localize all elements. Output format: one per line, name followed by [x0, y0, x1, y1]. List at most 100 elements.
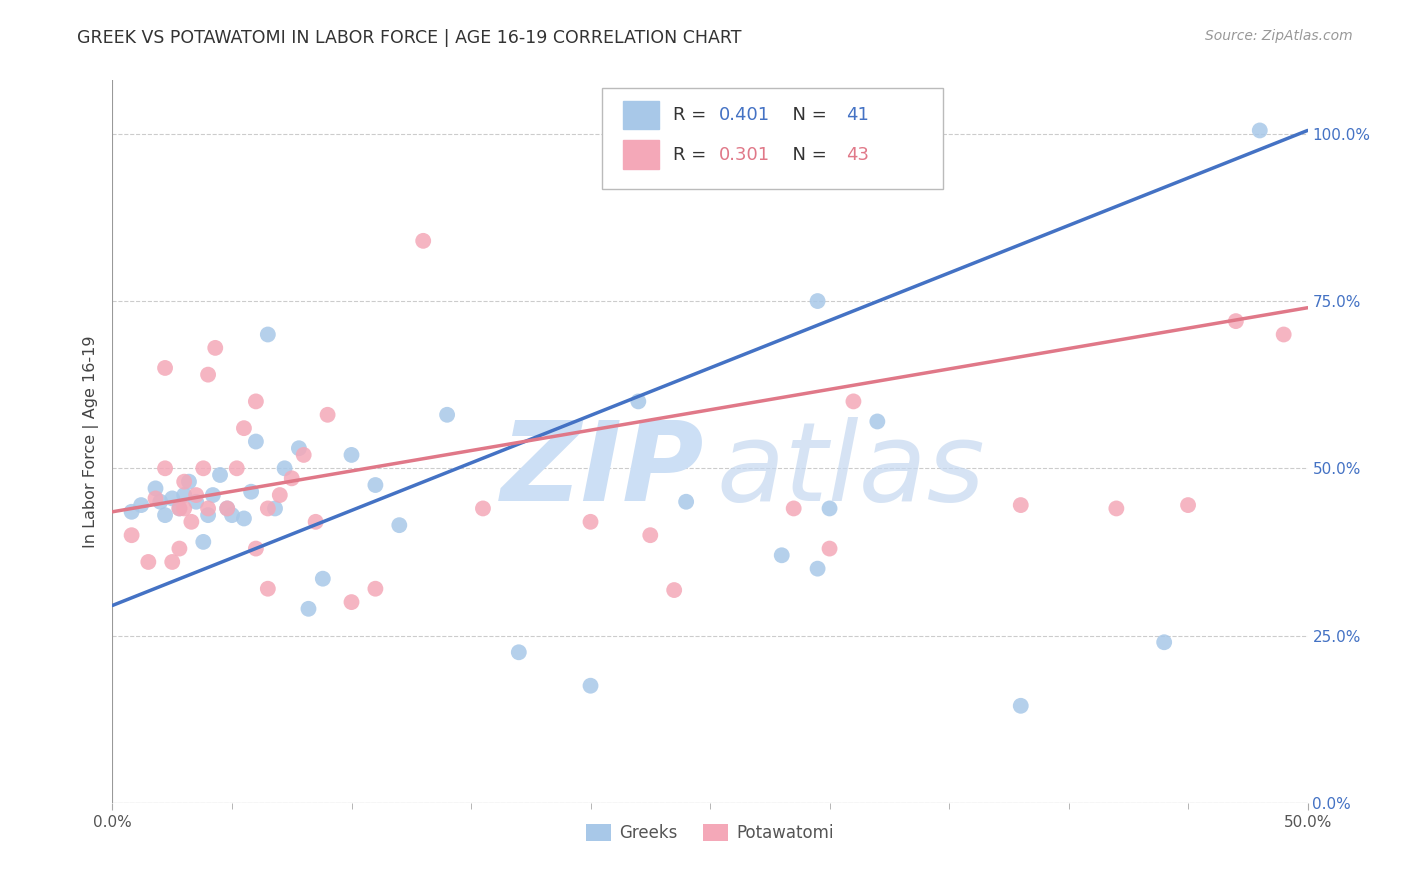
Point — [245, 541, 267, 556]
Point — [1010, 698, 1032, 713]
Point — [364, 582, 387, 596]
Point — [217, 501, 239, 516]
Point — [153, 508, 176, 523]
Point — [1177, 498, 1199, 512]
Text: N =: N = — [780, 106, 832, 124]
FancyBboxPatch shape — [603, 87, 943, 189]
Point — [281, 471, 304, 485]
Point — [233, 511, 256, 525]
Point — [245, 394, 267, 409]
Text: R =: R = — [673, 106, 711, 124]
Point — [233, 421, 256, 435]
Point — [162, 555, 183, 569]
Point — [169, 501, 191, 516]
Point — [640, 528, 662, 542]
Text: 41: 41 — [846, 106, 869, 124]
Point — [340, 595, 363, 609]
Point — [169, 541, 191, 556]
Point — [129, 498, 152, 512]
Point — [364, 478, 387, 492]
Point — [297, 602, 319, 616]
Point — [153, 361, 176, 376]
Point — [842, 394, 865, 409]
Point — [818, 501, 841, 516]
Point — [436, 408, 458, 422]
Bar — [623, 101, 658, 129]
Point — [173, 501, 195, 516]
Point — [1225, 314, 1247, 328]
Point — [807, 294, 830, 309]
Point — [579, 515, 602, 529]
Point — [292, 448, 315, 462]
Point — [193, 461, 215, 475]
Point — [149, 494, 172, 508]
Text: 43: 43 — [846, 145, 869, 164]
Point — [579, 679, 602, 693]
Point — [340, 448, 363, 462]
Point — [316, 408, 339, 422]
Point — [1272, 327, 1295, 342]
Point — [818, 541, 841, 556]
Point — [245, 434, 267, 449]
Point — [162, 491, 183, 506]
Point — [186, 488, 208, 502]
Text: 0.401: 0.401 — [718, 106, 769, 124]
Point — [257, 582, 280, 596]
Point — [225, 461, 247, 475]
Point — [177, 475, 200, 489]
Point — [121, 505, 143, 519]
Point — [257, 327, 280, 342]
Point — [269, 488, 291, 502]
Point — [197, 501, 219, 516]
Point — [193, 534, 215, 549]
Bar — [623, 140, 658, 169]
Point — [1010, 498, 1032, 512]
Text: GREEK VS POTAWATOMI IN LABOR FORCE | AGE 16-19 CORRELATION CHART: GREEK VS POTAWATOMI IN LABOR FORCE | AGE… — [77, 29, 742, 46]
Point — [288, 442, 311, 455]
Legend: Greeks, Potawatomi: Greeks, Potawatomi — [579, 817, 841, 848]
Point — [209, 467, 232, 482]
Point — [1105, 501, 1128, 516]
Point — [145, 491, 167, 506]
Point — [204, 341, 226, 355]
Point — [472, 501, 495, 516]
Point — [273, 461, 295, 475]
Point — [782, 501, 804, 516]
Point — [627, 394, 650, 409]
Point — [173, 475, 195, 489]
Point — [169, 501, 191, 516]
Point — [264, 501, 287, 516]
Point — [197, 508, 219, 523]
Point — [180, 515, 202, 529]
Point — [664, 583, 686, 598]
Text: Source: ZipAtlas.com: Source: ZipAtlas.com — [1205, 29, 1353, 43]
Text: R =: R = — [673, 145, 711, 164]
Text: N =: N = — [780, 145, 832, 164]
Point — [186, 494, 208, 508]
Point — [1249, 123, 1271, 137]
Point — [508, 645, 530, 659]
Point — [1153, 635, 1175, 649]
Point — [121, 528, 143, 542]
Point — [197, 368, 219, 382]
Point — [305, 515, 328, 529]
Point — [807, 562, 830, 576]
Point — [257, 501, 280, 516]
Point — [770, 548, 793, 563]
Text: atlas: atlas — [716, 417, 984, 524]
Point — [153, 461, 176, 475]
Point — [221, 508, 243, 523]
Point — [312, 572, 335, 586]
Point — [138, 555, 160, 569]
Point — [866, 414, 889, 429]
Point — [412, 234, 434, 248]
Point — [145, 482, 167, 496]
Point — [240, 484, 263, 499]
Point — [201, 488, 224, 502]
Point — [675, 494, 697, 508]
Point — [388, 518, 411, 533]
Text: ZIP: ZIP — [501, 417, 704, 524]
Y-axis label: In Labor Force | Age 16-19: In Labor Force | Age 16-19 — [83, 335, 100, 548]
Text: 0.301: 0.301 — [718, 145, 769, 164]
Point — [217, 501, 239, 516]
